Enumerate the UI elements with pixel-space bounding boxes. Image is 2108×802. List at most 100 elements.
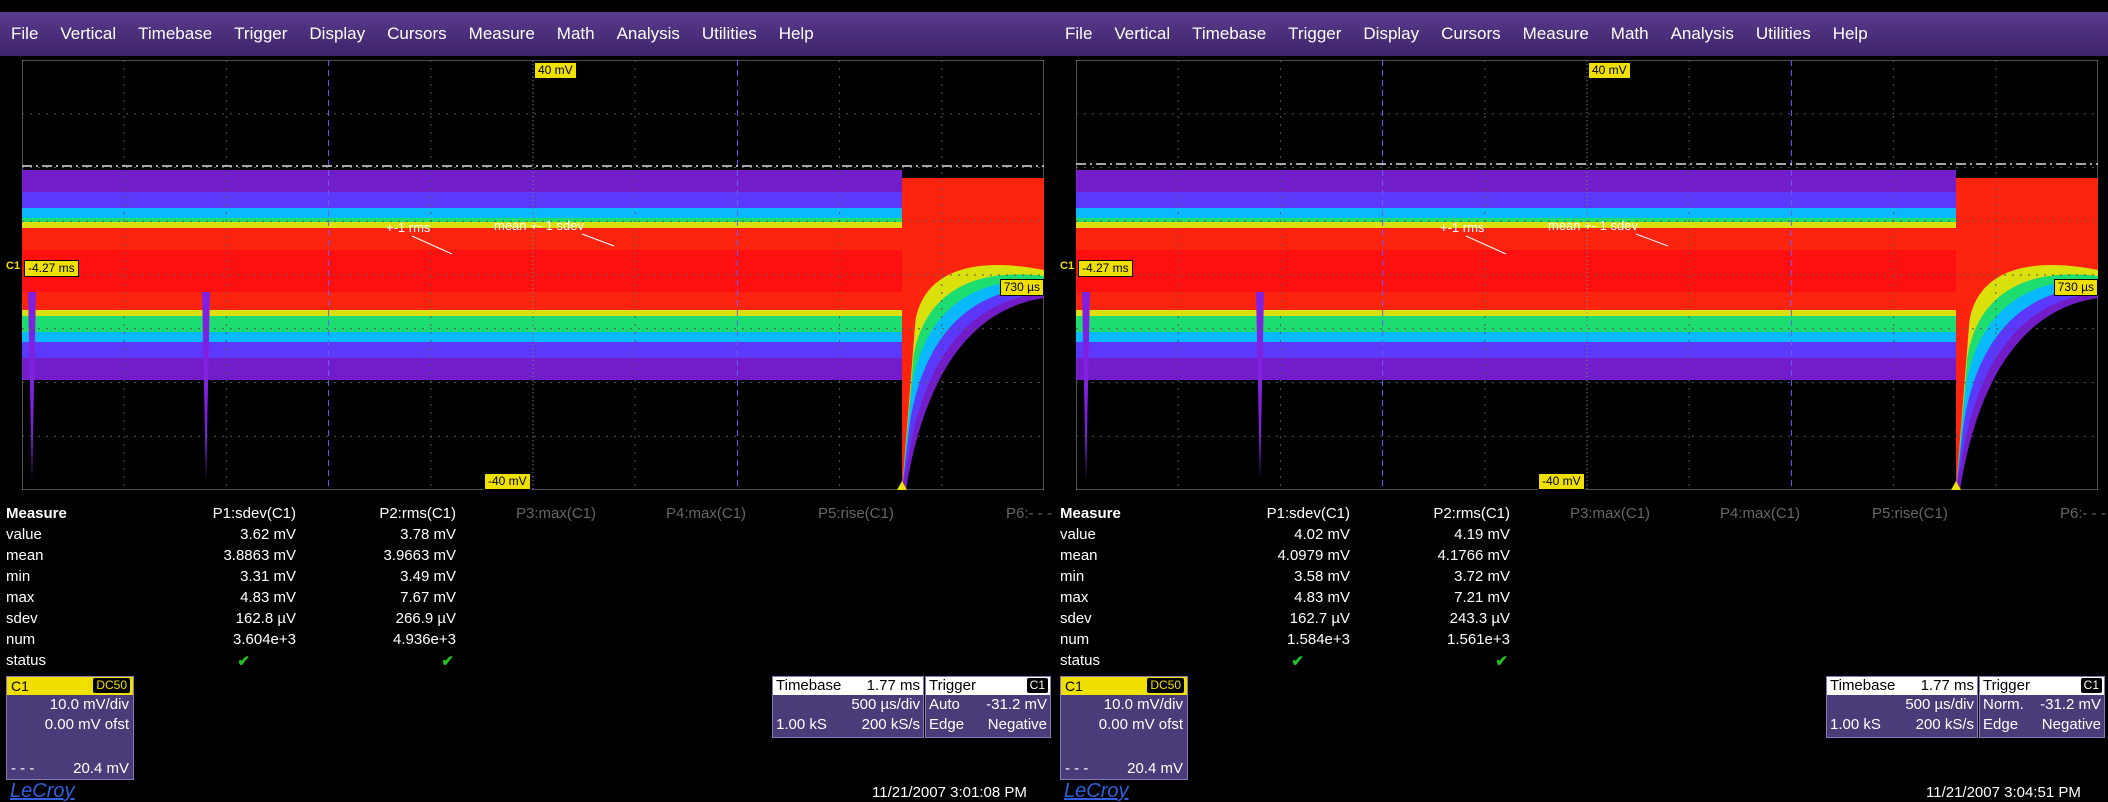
row-label: num (1060, 631, 1090, 648)
row-label: num (6, 631, 36, 648)
measure-title[interactable]: Measure (6, 505, 67, 522)
timebase-line2: 1.00 kS 200 kS/s (1827, 715, 1977, 735)
trigger-header: Trigger C1 (1980, 677, 2104, 695)
menu-display[interactable]: Display (309, 24, 366, 43)
menu-timebase[interactable]: Timebase (138, 24, 213, 43)
param-p2-header[interactable]: P2:rms(C1) (379, 505, 456, 522)
p1-status-check-icon: ✔ (1291, 653, 1304, 670)
trigger-point-marker[interactable] (897, 481, 907, 490)
right-time-label: 730 µs (999, 279, 1044, 296)
waveform-display[interactable]: 40 mV -40 mV -4.27 ms 730 µs +-1 rms mea… (22, 60, 1044, 490)
param-p3-header[interactable]: P3:max(C1) (516, 505, 597, 522)
p2-max: 7.67 mV (400, 589, 456, 606)
param-p4-header[interactable]: P4:max(C1) (1720, 505, 1801, 522)
menu-trigger[interactable]: Trigger (234, 24, 288, 43)
p1-mean: 4.0979 mV (1277, 547, 1350, 564)
measure-title[interactable]: Measure (1060, 505, 1121, 522)
param-p4-header[interactable]: P4:max(C1) (666, 505, 747, 522)
waveform-graticule (1076, 60, 2098, 490)
p1-min: 3.58 mV (1294, 568, 1350, 585)
menu-math[interactable]: Math (556, 24, 595, 43)
row-label: sdev (6, 610, 38, 627)
menu-vertical[interactable]: Vertical (60, 24, 117, 43)
p2-sdev: 266.9 µV (395, 610, 456, 627)
p2-value: 4.19 mV (1454, 526, 1510, 543)
menu-measure[interactable]: Measure (1522, 24, 1589, 43)
row-label: mean (1060, 547, 1098, 564)
trigger-line2: Edge Negative (1980, 715, 2104, 735)
p1-max: 4.83 mV (1294, 589, 1350, 606)
trigger-line2: Edge Negative (926, 715, 1050, 735)
measure-row-sdev: sdev 162.8 µV 266.9 µV (6, 610, 1046, 631)
trigger-descriptor[interactable]: Trigger C1 Norm. -31.2 mV Edge Negative (1979, 676, 2105, 738)
trigger-level: -31.2 mV (986, 696, 1047, 713)
menu-measure[interactable]: Measure (468, 24, 535, 43)
channel-footer-left: - - - (11, 760, 35, 777)
p2-mean: 3.9663 mV (383, 547, 456, 564)
trigger-title: Trigger (929, 677, 976, 694)
p2-status-check-icon: ✔ (1495, 653, 1508, 670)
param-p1-header[interactable]: P1:sdev(C1) (1266, 505, 1350, 522)
menu-utilities[interactable]: Utilities (701, 24, 757, 43)
param-p5-header[interactable]: P5:rise(C1) (1872, 505, 1948, 522)
channel-header: C1 DC50 (1061, 677, 1187, 695)
waveform-display[interactable]: 40 mV -40 mV -4.27 ms 730 µs +-1 rms mea… (1076, 60, 2098, 490)
noise-spike (202, 292, 210, 480)
trigger-source-badge: C1 (2080, 678, 2102, 693)
menu-display[interactable]: Display (1363, 24, 1420, 43)
timebase-descriptor[interactable]: Timebase 1.77 ms 500 µs/div 1.00 kS 200 k… (1826, 676, 1978, 738)
lecroy-logo[interactable]: LeCroy (1064, 780, 1129, 802)
top-voltage-label: 40 mV (1588, 62, 1631, 79)
menu-timebase[interactable]: Timebase (1192, 24, 1267, 43)
channel-scale: 10.0 mV/div (1103, 696, 1183, 713)
menu-trigger[interactable]: Trigger (1288, 24, 1342, 43)
param-p6-header[interactable]: P6:- - - (1006, 505, 1052, 522)
menu-help[interactable]: Help (1832, 24, 1868, 43)
p1-value: 3.62 mV (240, 526, 296, 543)
param-p5-header[interactable]: P5:rise(C1) (818, 505, 894, 522)
trigger-line1: Norm. -31.2 mV (1980, 695, 2104, 715)
scope-left: File Vertical Timebase Trigger Display C… (0, 12, 1054, 802)
lecroy-logo[interactable]: LeCroy (10, 780, 75, 802)
trigger-slope: Negative (987, 716, 1047, 733)
menu-help[interactable]: Help (778, 24, 814, 43)
channel-marker[interactable]: C1 (6, 260, 21, 272)
trigger-point-marker[interactable] (1951, 481, 1961, 490)
timebase-descriptor[interactable]: Timebase 1.77 ms 500 µs/div 1.00 kS 200 k… (772, 676, 924, 738)
menu-vertical[interactable]: Vertical (1114, 24, 1171, 43)
p2-min: 3.49 mV (400, 568, 456, 585)
rms-leader-line (411, 235, 453, 255)
channel-descriptor[interactable]: C1 DC50 10.0 mV/div 0.00 mV ofst - - - 2… (1060, 676, 1188, 780)
trigger-source-badge: C1 (1026, 678, 1048, 693)
measure-row-sdev: sdev 162.7 µV 243.3 µV (1060, 610, 2100, 631)
trigger-descriptor[interactable]: Trigger C1 Auto -31.2 mV Edge Negative (925, 676, 1051, 738)
menu-analysis[interactable]: Analysis (616, 24, 680, 43)
param-p2-header[interactable]: P2:rms(C1) (1433, 505, 1510, 522)
param-p1-header[interactable]: P1:sdev(C1) (212, 505, 296, 522)
menu-utilities[interactable]: Utilities (1755, 24, 1811, 43)
param-p6-header[interactable]: P6:- - - (2060, 505, 2106, 522)
p1-value: 4.02 mV (1294, 526, 1350, 543)
menu-file[interactable]: File (1065, 24, 1093, 43)
channel-offset: 0.00 mV ofst (1098, 716, 1183, 733)
trigger-type: Edge (929, 716, 965, 733)
channel-descriptor[interactable]: C1 DC50 10.0 mV/div 0.00 mV ofst - - - 2… (6, 676, 134, 780)
waveform-graticule (22, 60, 1044, 490)
channel-name: C1 (11, 678, 29, 694)
measure-row-status: status ✔ ✔ (6, 652, 1046, 673)
menu-cursors[interactable]: Cursors (387, 24, 447, 43)
channel-marker[interactable]: C1 (1060, 260, 1075, 272)
menu-math[interactable]: Math (1610, 24, 1649, 43)
row-label: sdev (1060, 610, 1092, 627)
menu-cursors[interactable]: Cursors (1441, 24, 1501, 43)
rms-annotation: +-1 rms (386, 220, 431, 235)
row-label: min (6, 568, 31, 585)
measure-header-row: Measure P1:sdev(C1) P2:rms(C1) P3:max(C1… (1060, 505, 2106, 526)
param-p3-header[interactable]: P3:max(C1) (1570, 505, 1651, 522)
timebase-delay: 1.77 ms (1920, 677, 1974, 694)
menu-analysis[interactable]: Analysis (1670, 24, 1734, 43)
menu-bar: File Vertical Timebase Trigger Display C… (1054, 12, 2108, 56)
sdev-annotation: mean +- 1 sdev (1548, 218, 1638, 233)
menu-file[interactable]: File (11, 24, 39, 43)
trigger-level: -31.2 mV (2040, 696, 2101, 713)
